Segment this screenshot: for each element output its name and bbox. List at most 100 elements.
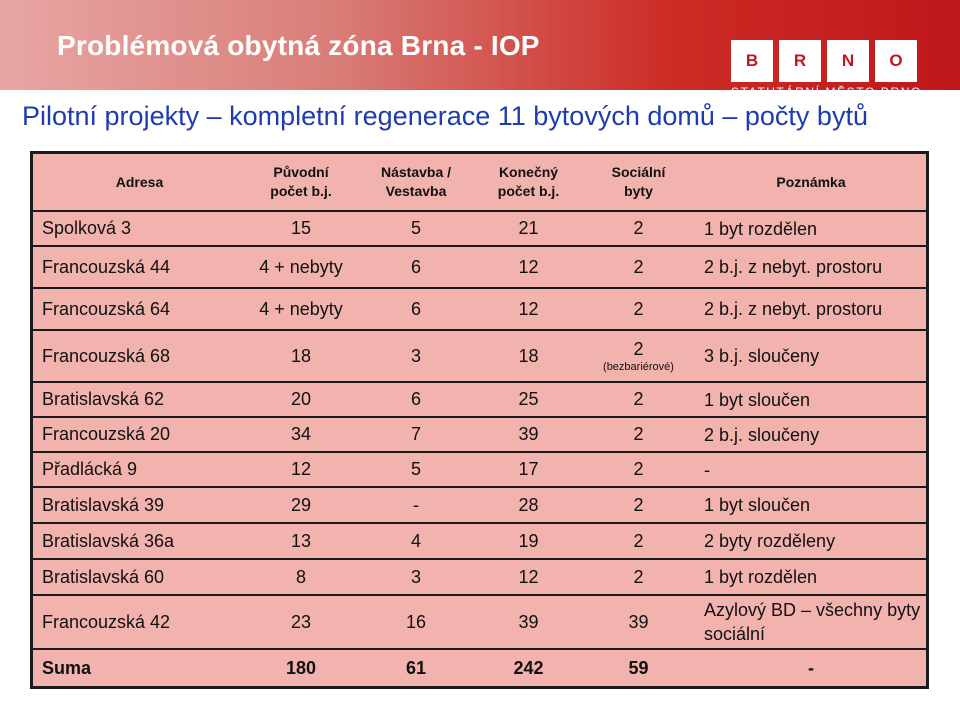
table-row: Francouzská 42 23 16 39 39 Azylový BD – všech…	[33, 595, 926, 650]
cell-social-flats: 2	[581, 417, 696, 453]
cell-social-flats: 2	[581, 452, 696, 488]
sum-final-count: 242	[513, 658, 544, 678]
logo-letter-boxes: B R N O	[731, 40, 941, 82]
cell-note: -	[696, 452, 926, 488]
cell-final-count: 25	[476, 382, 581, 418]
cell-note: 1 byt sloučen	[696, 382, 926, 418]
cell-address: Bratislavská 62	[33, 382, 246, 418]
cell-final-count: 21	[476, 211, 581, 247]
sum-label: Suma	[42, 658, 92, 678]
cell-social-flats: 2	[581, 559, 696, 596]
cell-address: Francouzská 64	[33, 288, 246, 331]
header-social-flats: Sociální byty	[581, 154, 696, 212]
cell-original-count: 18	[246, 330, 356, 383]
cell-original-count: 4 + nebyty	[246, 246, 356, 289]
page-title: Problémová obytná zóna Brna - IOP	[57, 30, 540, 61]
flats-table-frame: Adresa Původní počet b.j. Nástavba / Ves…	[30, 151, 929, 689]
cell-extension: 6	[356, 288, 476, 331]
sum-note: -	[808, 658, 814, 678]
cell-address: Francouzská 44	[33, 246, 246, 289]
header-extension: Nástavba / Vestavba	[356, 154, 476, 212]
table-row: Francouzská 20 34 7 39 2 2 b.j. sloučeny	[33, 417, 926, 453]
table-sum-row: Suma 180 61 242 59 -	[33, 649, 926, 687]
cell-original-count: 20	[246, 382, 356, 418]
cell-extension: 7	[356, 417, 476, 453]
cell-extension: 16	[356, 595, 476, 650]
cell-final-count: 19	[476, 523, 581, 560]
cell-final-count: 18	[476, 330, 581, 383]
cell-final-count: 12	[476, 559, 581, 596]
cell-social-flats: 2 (bezbariérové)	[581, 330, 696, 383]
cell-original-count: 8	[246, 559, 356, 596]
cell-social-flats: 2	[581, 288, 696, 331]
table-row: Francouzská 64 4 + nebyty 6 12 2 2 b.j. z neb…	[33, 288, 926, 331]
cell-address: Přadlácká 9	[33, 452, 246, 488]
cell-note: Azylový BD – všechny byty sociální	[696, 595, 926, 650]
table-row: Bratislavská 39 29-28 2 1 byt sloučen	[33, 487, 926, 524]
cell-address: Bratislavská 60	[33, 559, 246, 596]
cell-final-count: 28	[476, 487, 581, 524]
cell-final-count: 17	[476, 452, 581, 488]
cell-social-flats: 2	[581, 487, 696, 524]
cell-extension: 4	[356, 523, 476, 560]
cell-note: 1 byt sloučen	[696, 487, 926, 524]
logo-letter: R	[779, 40, 821, 82]
cell-extension: 6	[356, 382, 476, 418]
table-row: Přadlácká 9 12 5 17 2-	[33, 452, 926, 488]
table-row: Bratislavská 60 8 3 12 2 1 byt rozdělen	[33, 559, 926, 596]
cell-address: Bratislavská 39	[33, 487, 246, 524]
logo-letter: N	[827, 40, 869, 82]
sum-original-count: 180	[285, 658, 317, 678]
logo-letter: B	[731, 40, 773, 82]
cell-note: 1 byt rozdělen	[696, 211, 926, 247]
cell-extension: 5	[356, 452, 476, 488]
cell-original-count: 4 + nebyty	[246, 288, 356, 331]
cell-note: 3 b.j. sloučeny	[696, 330, 926, 383]
cell-extension: -	[356, 487, 476, 524]
cell-social-flats: 2	[581, 246, 696, 289]
cell-original-count: 23	[246, 595, 356, 650]
table-row: Bratislavská 62 20 6 25 2 1 byt sloučen	[33, 382, 926, 418]
cell-social-flats: 2	[581, 382, 696, 418]
cell-final-count: 39	[476, 595, 581, 650]
social-note: (bezbariérové)	[603, 361, 674, 373]
cell-social-flats: 39	[581, 595, 696, 650]
cell-original-count: 29	[246, 487, 356, 524]
cell-original-count: 13	[246, 523, 356, 560]
cell-extension: 3	[356, 559, 476, 596]
cell-original-count: 15	[246, 211, 356, 247]
header-note: Poznámka	[696, 154, 926, 212]
cell-final-count: 39	[476, 417, 581, 453]
flats-table: Adresa Původní počet b.j. Nástavba / Ves…	[33, 154, 926, 687]
table-row: Bratislavská 36a 13 4 19 2 2 byty rozděleny	[33, 523, 926, 560]
header-final-count: Konečný počet b.j.	[476, 154, 581, 212]
header-original-count: Původní počet b.j.	[246, 154, 356, 212]
cell-note: 2 b.j. z nebyt. prostoru	[696, 288, 926, 331]
cell-address: Francouzská 42	[33, 595, 246, 650]
cell-extension: 3	[356, 330, 476, 383]
logo-caption: STATUTÁRNÍ MĚSTO BRNO	[731, 85, 922, 99]
cell-note: 2 b.j. sloučeny	[696, 417, 926, 453]
cell-social-flats: 2	[581, 523, 696, 560]
cell-note: 2 byty rozděleny	[696, 523, 926, 560]
table-row: Francouzská 44 4 + nebyty 6 12 2 2 b.j. z neb…	[33, 246, 926, 289]
cell-extension: 5	[356, 211, 476, 247]
table-row: Francouzská 68 18 3 18 2 (bezbariérové) 3 b.j.…	[33, 330, 926, 383]
cell-note: 1 byt rozdělen	[696, 559, 926, 596]
cell-note: 2 b.j. z nebyt. prostoru	[696, 246, 926, 289]
cell-social-flats: 2	[581, 211, 696, 247]
slide-subtitle: Pilotní projekty – kompletní regenerace …	[22, 101, 868, 131]
cell-original-count: 34	[246, 417, 356, 453]
header-address: Adresa	[33, 154, 246, 212]
cell-address: Francouzská 20	[33, 417, 246, 453]
brno-logo: B R N O STATUTÁRNÍ MĚSTO BRNO	[731, 40, 941, 99]
social-count: 2	[633, 339, 644, 359]
header-banner: Problémová obytná zóna Brna - IOP B R N …	[0, 0, 960, 99]
cell-address: Bratislavská 36a	[33, 523, 246, 560]
cell-address: Spolková 3	[33, 211, 246, 247]
cell-original-count: 12	[246, 452, 356, 488]
sum-extension: 61	[405, 658, 427, 678]
cell-address: Francouzská 68	[33, 330, 246, 383]
cell-final-count: 12	[476, 288, 581, 331]
table-row: Spolková 3 15 5 21 2 1 byt rozdělen	[33, 211, 926, 247]
